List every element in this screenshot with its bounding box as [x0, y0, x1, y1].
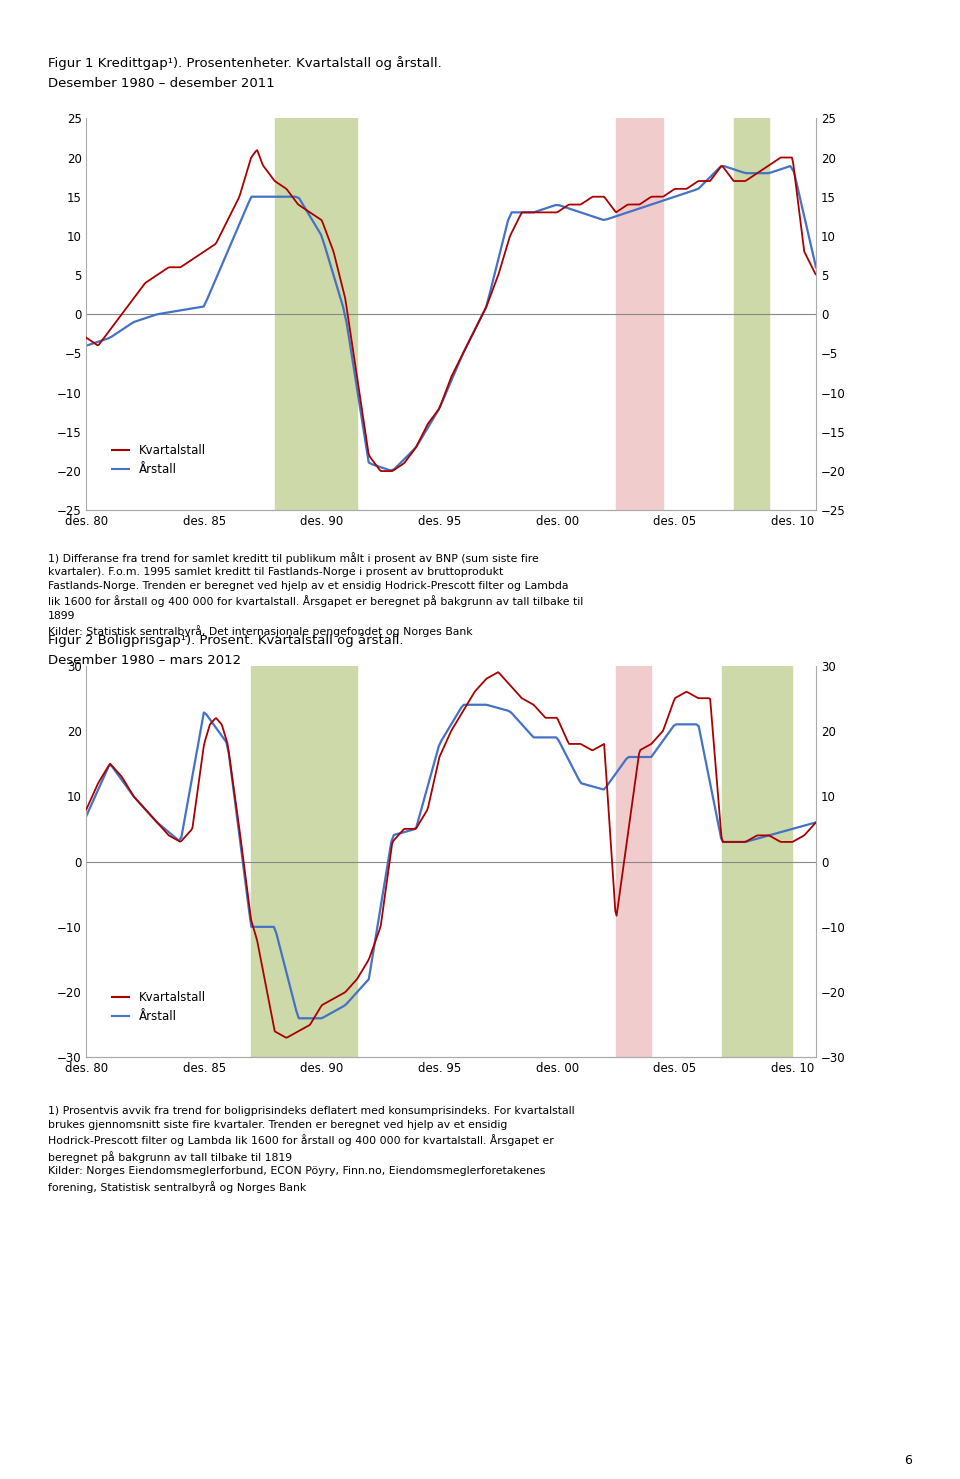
Text: Desember 1980 – desember 2011: Desember 1980 – desember 2011 [48, 77, 275, 90]
Text: 1) Differanse fra trend for samlet kreditt til publikum målt i prosent av BNP (s: 1) Differanse fra trend for samlet kredi… [48, 552, 584, 637]
Bar [252, 666, 357, 1057]
Text: Figur 2 Boligprisgap¹). Prosent. Kvartalstall og årstall.: Figur 2 Boligprisgap¹). Prosent. Kvartal… [48, 633, 403, 646]
Legend: Kvartalstall, Årstall: Kvartalstall, Årstall [107, 986, 210, 1028]
Bar [722, 666, 792, 1057]
Legend: Kvartalstall, Årstall: Kvartalstall, Årstall [107, 439, 210, 481]
Bar [616, 118, 663, 510]
Bar [733, 118, 769, 510]
Bar [616, 666, 651, 1057]
Text: Desember 1980 – mars 2012: Desember 1980 – mars 2012 [48, 654, 241, 667]
Text: 6: 6 [904, 1454, 912, 1467]
Text: 1) Prosentvis avvik fra trend for boligprisindeks deflatert med konsumprisindeks: 1) Prosentvis avvik fra trend for boligp… [48, 1106, 575, 1192]
Text: Figur 1 Kredittgap¹). Prosentenheter. Kvartalstall og årstall.: Figur 1 Kredittgap¹). Prosentenheter. Kv… [48, 56, 442, 70]
Bar [275, 118, 357, 510]
